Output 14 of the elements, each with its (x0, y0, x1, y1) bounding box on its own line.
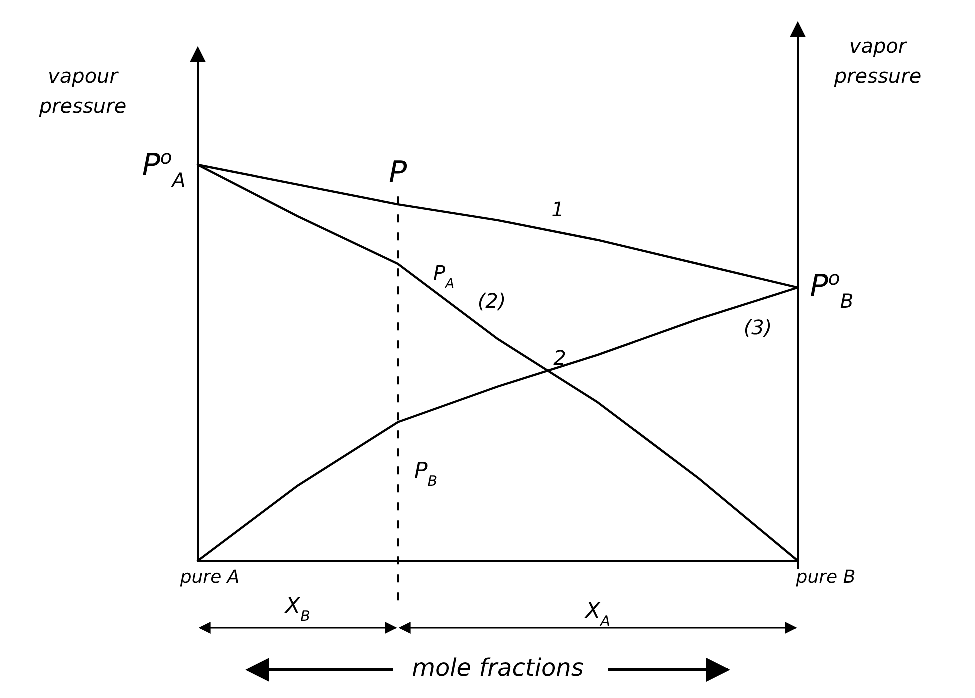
x-axis-title: mole fractions (412, 654, 584, 682)
series-label: 1 (552, 197, 564, 222)
annotation: P (388, 156, 408, 191)
series-label: 2 (554, 346, 566, 370)
annotation: P$_{A}$ (434, 261, 454, 292)
text: X$_{A}$ (584, 599, 610, 630)
y-axis-title: vapour pressure (38, 64, 127, 118)
annotation: P$_{B}$ (414, 459, 438, 490)
y2-axis-title: vapor pressure (833, 34, 922, 88)
text: X$_{B}$ (284, 594, 310, 625)
text: pure B (795, 567, 856, 588)
text: pure A (179, 567, 240, 588)
series-label: (3) (744, 315, 772, 340)
annotation: (2) (478, 289, 506, 313)
